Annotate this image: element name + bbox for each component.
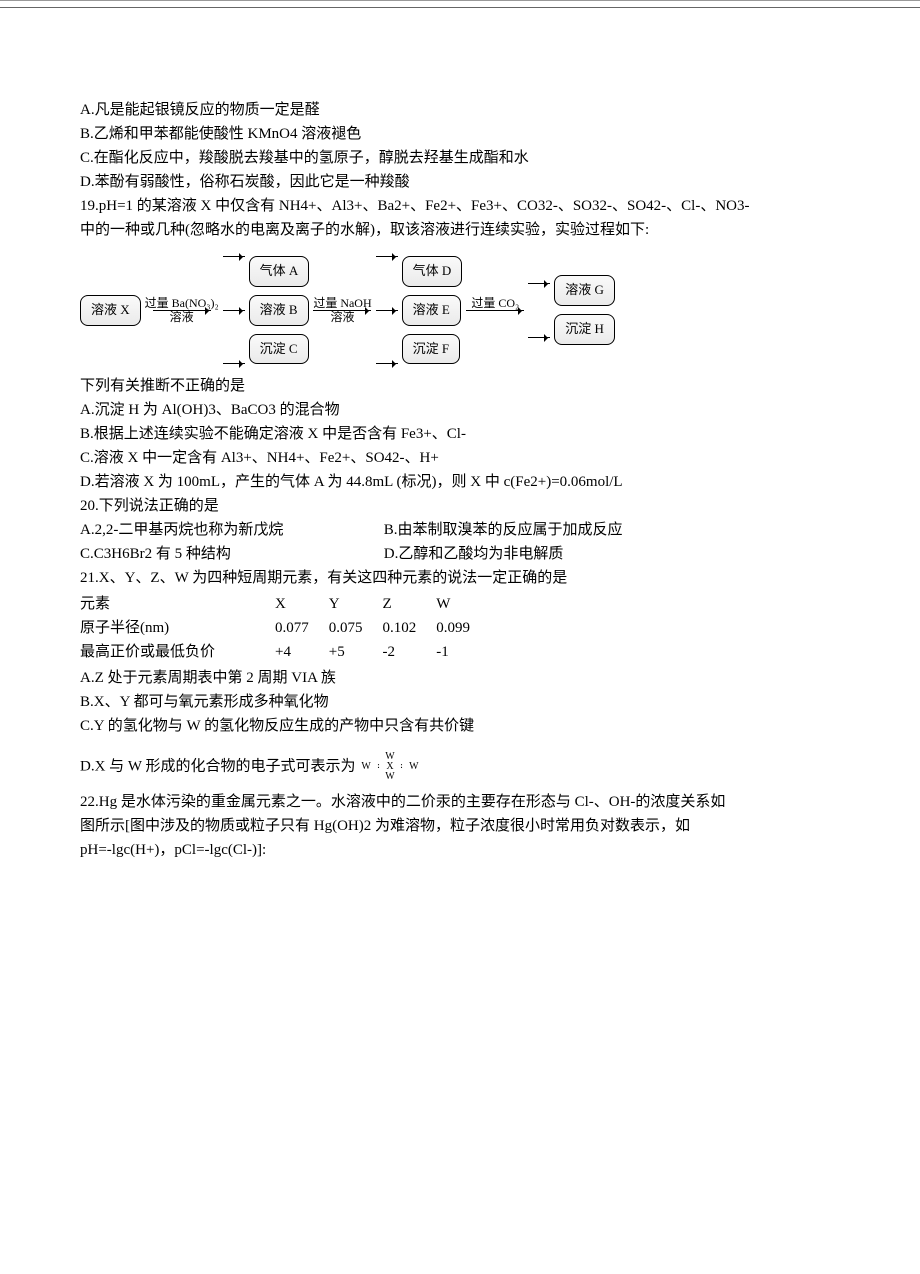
table-cell: 最高正价或最低负价 bbox=[80, 640, 275, 664]
q19-stem-2: 中的一种或几种(忽略水的电离及离子的水解)，取该溶液进行连续实验，实验过程如下: bbox=[80, 218, 840, 242]
arrow-icon bbox=[313, 310, 371, 311]
table-cell: X bbox=[275, 592, 329, 616]
table-cell: W bbox=[436, 592, 490, 616]
flow-step3-top: 过量 CO₂ bbox=[471, 297, 519, 310]
table-cell: -1 bbox=[436, 640, 490, 664]
q21-a: A.Z 处于元素周期表中第 2 周期 VIA 族 bbox=[80, 666, 840, 690]
flow-start-box: 溶液 X bbox=[80, 295, 141, 326]
q21-d: D.X 与 W 形成的化合物的电子式可表示为 bbox=[80, 759, 356, 775]
q20-b: B.由苯制取溴苯的反应属于加成反应 bbox=[384, 522, 623, 538]
table-cell: -2 bbox=[383, 640, 437, 664]
q19-c: C.溶液 X 中一定含有 Al3+、NH4+、Fe2+、SO42-、H+ bbox=[80, 446, 840, 470]
flow-col3-g: 溶液 G bbox=[554, 275, 615, 306]
lewis-structure-icon: W W ꞉ X ꞉ W W bbox=[361, 752, 420, 782]
q20-c: C.C3H6Br2 有 5 种结构 bbox=[80, 542, 380, 566]
q22-line2: 图所示[图中涉及的物质或粒子只有 Hg(OH)2 为难溶物，粒子浓度很小时常用负… bbox=[80, 814, 840, 838]
flow-col1-a: 气体 A bbox=[249, 256, 310, 287]
q21-c: C.Y 的氢化物与 W 的氢化物反应生成的产物中只含有共价键 bbox=[80, 714, 840, 738]
flow-col1-c: 沉淀 C bbox=[249, 334, 309, 365]
opt-a: A.凡是能起银镜反应的物质一定是醛 bbox=[80, 98, 840, 122]
q20-d: D.乙醇和乙酸均为非电解质 bbox=[384, 546, 564, 562]
table-cell: 0.099 bbox=[436, 616, 490, 640]
table-cell: 0.102 bbox=[383, 616, 437, 640]
table-cell: Y bbox=[329, 592, 383, 616]
arrow-icon bbox=[153, 310, 211, 311]
table-cell: 0.075 bbox=[329, 616, 383, 640]
q21-table: 元素 X Y Z W 原子半径(nm) 0.077 0.075 0.102 0.… bbox=[80, 592, 490, 664]
flow-col3-h: 沉淀 H bbox=[554, 314, 615, 345]
table-cell: +4 bbox=[275, 640, 329, 664]
q19-prompt: 下列有关推断不正确的是 bbox=[80, 374, 840, 398]
flow-step2-bot: 溶液 bbox=[330, 311, 354, 324]
q19-a: A.沉淀 H 为 Al(OH)3、BaCO3 的混合物 bbox=[80, 398, 840, 422]
q21-stem: 21.X、Y、Z、W 为四种短周期元素，有关这四种元素的说法一定正确的是 bbox=[80, 566, 840, 590]
table-cell: 0.077 bbox=[275, 616, 329, 640]
opt-c: C.在酯化反应中，羧酸脱去羧基中的氢原子，醇脱去羟基生成酯和水 bbox=[80, 146, 840, 170]
arrow-icon bbox=[466, 310, 524, 311]
flow-col2-e: 溶液 E bbox=[402, 295, 461, 326]
q21-b: B.X、Y 都可与氧元素形成多种氧化物 bbox=[80, 690, 840, 714]
q20-a: A.2,2-二甲基丙烷也称为新戊烷 bbox=[80, 518, 380, 542]
q20-stem: 20.下列说法正确的是 bbox=[80, 494, 840, 518]
flow-col2-d: 气体 D bbox=[402, 256, 463, 287]
q19-d: D.若溶液 X 为 100mL，产生的气体 A 为 44.8mL (标况)，则 … bbox=[80, 470, 840, 494]
q19-b: B.根据上述连续实验不能确定溶液 X 中是否含有 Fe3+、Cl- bbox=[80, 422, 840, 446]
opt-d: D.苯酚有弱酸性，俗称石炭酸，因此它是一种羧酸 bbox=[80, 170, 840, 194]
flow-col1-b: 溶液 B bbox=[249, 295, 309, 326]
q22-line1: 22.Hg 是水体污染的重金属元素之一。水溶液中的二价汞的主要存在形态与 Cl-… bbox=[80, 790, 840, 814]
q19-flowchart: 溶液 X 过量 Ba(NO₃)₂ 溶液 气体 A 溶液 B 沉淀 C 过量 Na… bbox=[80, 256, 840, 364]
table-cell: 原子半径(nm) bbox=[80, 616, 275, 640]
flow-step1-bot: 溶液 bbox=[170, 311, 194, 324]
table-cell: 元素 bbox=[80, 592, 275, 616]
q22-line3: pH=-lgc(H+)，pCl=-lgc(Cl-)]: bbox=[80, 838, 840, 862]
table-cell: +5 bbox=[329, 640, 383, 664]
flow-col2-f: 沉淀 F bbox=[402, 334, 460, 365]
opt-b: B.乙烯和甲苯都能使酸性 KMnO4 溶液褪色 bbox=[80, 122, 840, 146]
flow-step2-top: 过量 NaOH bbox=[313, 297, 371, 310]
table-cell: Z bbox=[383, 592, 437, 616]
q19-stem-1: 19.pH=1 的某溶液 X 中仅含有 NH4+、Al3+、Ba2+、Fe2+、… bbox=[80, 194, 840, 218]
